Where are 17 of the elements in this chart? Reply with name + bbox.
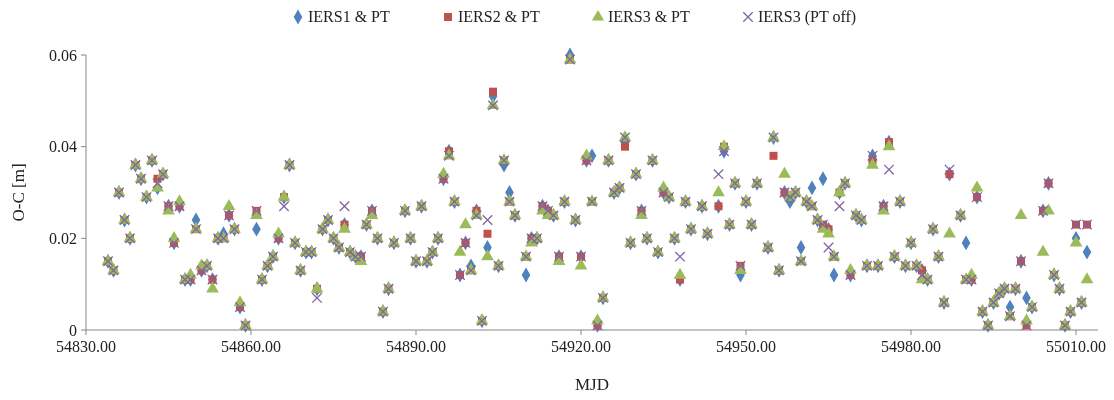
x-tick-label: 55010.00 <box>1046 338 1106 355</box>
x-tick-label: 54890.00 <box>386 338 446 355</box>
y-tick-label: 0.06 <box>49 46 77 64</box>
y-axis-title: O-C [m] <box>9 163 28 222</box>
y-tick-label: 0.04 <box>49 138 77 156</box>
legend-label: IERS1 & PT <box>308 8 391 25</box>
y-tick-label: 0 <box>69 321 77 339</box>
x-tick-label: 54920.00 <box>551 338 611 355</box>
legend-label: IERS3 (PT off) <box>758 8 857 26</box>
y-tick-label: 0.02 <box>49 229 77 247</box>
x-axis-title: MJD <box>574 375 610 394</box>
x-tick-label: 54950.00 <box>716 338 776 355</box>
x-tick-label: 54980.00 <box>881 338 941 355</box>
x-tick-label: 54830.00 <box>56 338 116 355</box>
legend-label: IERS2 & PT <box>458 8 541 25</box>
legend-label: IERS3 & PT <box>608 8 691 25</box>
x-tick-label: 54860.00 <box>221 338 281 355</box>
